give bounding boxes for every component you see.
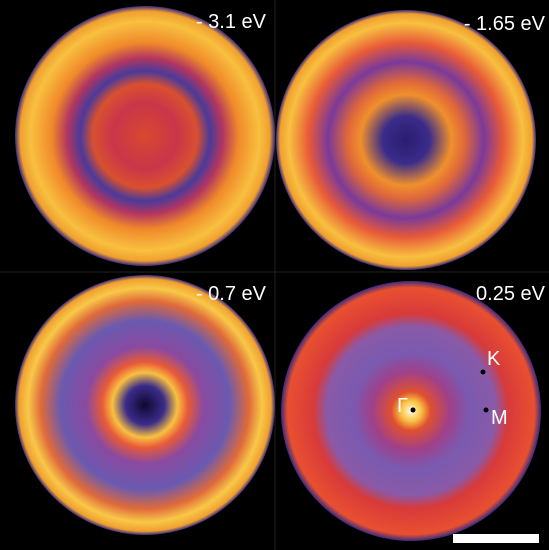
point-label: M [491, 407, 508, 429]
page: - 3.1 eV - 1.65 eV - 0.7 eV 0.25 eV Γ K … [0, 0, 549, 550]
point-label: K [487, 348, 501, 370]
energy-label: - 3.1 eV [196, 11, 267, 33]
scale-bar [453, 534, 539, 543]
momentum-map [15, 275, 275, 535]
point-marker [484, 408, 489, 413]
figure: - 3.1 eV - 1.65 eV - 0.7 eV 0.25 eV Γ K … [0, 0, 549, 550]
momentum-map [15, 6, 275, 266]
point-label: Γ [397, 395, 408, 417]
point-marker [481, 370, 486, 375]
point-marker [411, 408, 416, 413]
energy-label: 0.25 eV [476, 283, 546, 305]
energy-label: - 1.65 eV [464, 13, 546, 35]
momentum-map [276, 10, 536, 270]
energy-label: - 0.7 eV [196, 283, 267, 305]
